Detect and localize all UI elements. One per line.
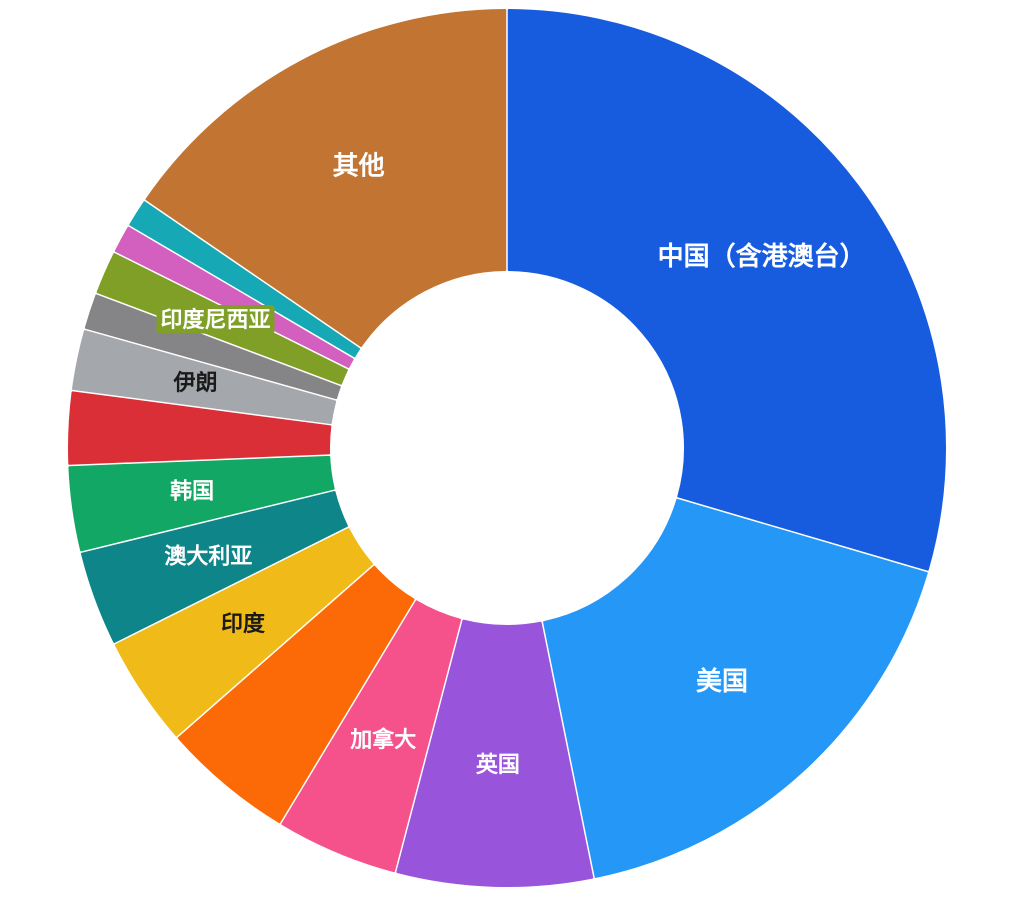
slice-10 <box>84 294 341 400</box>
slice-4 <box>177 565 415 824</box>
slice-label-5: 印度 <box>221 611 266 637</box>
label-bg-7 <box>166 476 219 506</box>
slice-12 <box>114 226 354 368</box>
slice-label-6: 澳大利亚 <box>164 543 252 569</box>
label-bg-9 <box>169 368 222 397</box>
slice-8 <box>68 391 332 465</box>
slice-label-3: 加拿大 <box>349 727 416 753</box>
slice-label-7: 韩国 <box>170 478 214 504</box>
slice-label-0: 中国（含港澳台） <box>658 241 866 272</box>
slice-1 <box>543 498 928 878</box>
slice-label-11: 印度尼西亚 <box>161 307 271 333</box>
slice-label-14: 其他 <box>333 151 385 181</box>
slice-14 <box>145 9 507 348</box>
label-bg-5 <box>216 609 269 638</box>
label-bg-6 <box>160 541 257 571</box>
slice-13 <box>129 201 361 358</box>
label-bg-3 <box>346 725 421 754</box>
slice-0 <box>507 9 946 571</box>
slice-label-2: 英国 <box>476 753 520 778</box>
label-bg-11 <box>156 305 275 334</box>
slice-label-9: 伊朗 <box>173 370 218 396</box>
slice-label-1: 美国 <box>696 666 748 697</box>
slice-2 <box>396 619 594 887</box>
